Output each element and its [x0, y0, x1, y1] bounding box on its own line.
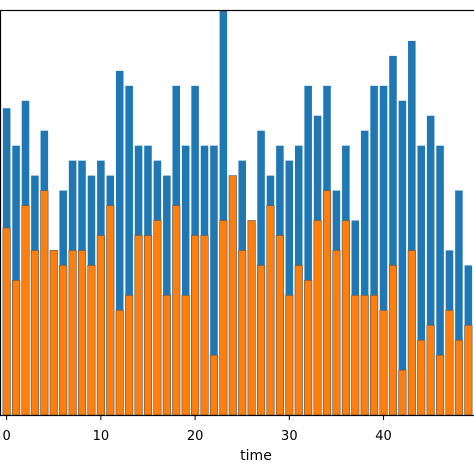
bar-series2-38	[360, 294, 369, 416]
bar-series2-37	[351, 294, 360, 416]
bar-series1-42	[398, 100, 407, 416]
bar-series2-41	[388, 265, 398, 416]
bar-series2-24	[228, 175, 237, 416]
bar-series2-47	[445, 309, 454, 416]
bar-series2-29	[275, 235, 284, 416]
bar-series2-16	[153, 220, 162, 416]
bar-series2-6	[59, 265, 68, 416]
bar-series2-22	[209, 354, 219, 416]
bar-series2-40	[379, 309, 388, 416]
bar-series1-38	[360, 130, 369, 415]
bar-series1-12	[115, 70, 124, 415]
bar-series2-19	[181, 294, 190, 416]
bar-series2-30	[285, 294, 294, 416]
bar-series2-35	[332, 250, 341, 416]
bar-series1-45	[426, 115, 435, 416]
bar-series2-46	[436, 354, 445, 416]
axes-frame	[0, 9, 474, 417]
bar-series2-9	[87, 265, 96, 416]
bar-series2-31	[294, 265, 303, 416]
x-tick-label-1: 10	[93, 429, 110, 444]
bar-series2-20	[191, 235, 200, 416]
bar-series2-23	[219, 220, 228, 416]
bar-series1-32	[304, 85, 312, 415]
bar-series2-14	[134, 235, 143, 416]
bar-series2-3	[30, 250, 39, 416]
bar-series2-42	[398, 369, 407, 416]
x-tick-label-3: 30	[281, 429, 298, 444]
bar-series2-2	[21, 205, 30, 416]
bar-series1-13	[125, 85, 133, 415]
x-tick-label-4: 40	[375, 429, 392, 444]
bar-series1-39	[370, 85, 378, 415]
bar-series2-26	[247, 220, 256, 416]
bar-series2-10	[96, 235, 105, 416]
bar-series2-48	[454, 339, 463, 416]
bar-series2-49	[464, 324, 473, 416]
bar-series1-30	[285, 160, 294, 415]
bar-series2-17	[162, 294, 171, 416]
bar-series2-36	[341, 220, 350, 416]
bar-series1-19	[181, 145, 190, 415]
bar-series2-25	[238, 250, 247, 416]
bar-series1-43	[408, 40, 416, 415]
x-tick-label-2: 20	[187, 429, 204, 444]
bar-series1-48	[455, 190, 463, 415]
bar-series1-46	[436, 145, 444, 415]
bar-series2-11	[106, 205, 115, 416]
bar-series2-32	[304, 280, 313, 416]
x-axis-label: time	[240, 448, 272, 464]
bars-layer	[2, 11, 473, 416]
bar-series2-18	[172, 205, 181, 416]
bar-series2-39	[370, 294, 379, 416]
bar-series2-33	[313, 220, 322, 416]
bar-series1-41	[389, 55, 397, 416]
bar-series2-34	[322, 190, 332, 416]
bar-series2-45	[426, 324, 435, 416]
bar-series2-0	[2, 227, 11, 416]
x-tick-label-0: 0	[3, 429, 11, 444]
bar-series2-12	[115, 309, 124, 416]
bar-series2-15	[143, 235, 153, 416]
bar-series2-28	[266, 205, 275, 416]
bar-series2-13	[125, 294, 134, 416]
bar-series1-44	[417, 145, 426, 415]
bar-series2-8	[77, 250, 87, 416]
bar-series2-5	[49, 250, 58, 416]
axes-layer: 0 10 20 30 40	[0, 9, 474, 444]
bar-series2-44	[417, 339, 426, 416]
bar-series2-21	[200, 235, 209, 416]
bar-series1-23	[219, 11, 228, 415]
bar-series1-22	[210, 145, 218, 415]
bar-series2-7	[68, 250, 77, 416]
bar-series2-4	[40, 190, 49, 416]
bar-series1-40	[379, 85, 388, 415]
bar-series2-43	[407, 250, 416, 416]
bar-series2-27	[256, 265, 266, 416]
bar-series2-1	[12, 280, 21, 416]
